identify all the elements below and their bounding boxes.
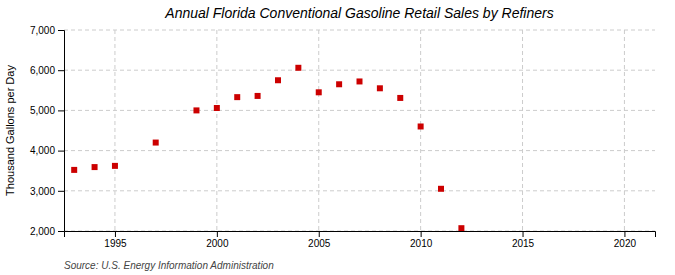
point (295, 65, 301, 71)
y-tick: 2,000 (30, 226, 64, 237)
y-axis-line (58, 31, 65, 232)
point (234, 94, 240, 100)
point (92, 164, 98, 170)
plot: 1995 2000 2005 2010 2015 2020 2,000 3,000 4,000 5… (30, 25, 656, 249)
point (336, 81, 342, 87)
x-tick-label: 2020 (614, 238, 637, 249)
y-tick-label: 3,000 (30, 186, 55, 197)
point (275, 77, 281, 83)
title: Annual Florida Conventional Gasoline Ret… (164, 5, 553, 21)
x-grid-line (216, 30, 217, 231)
y-tick-label: 5,000 (30, 105, 55, 116)
x-tick: 2005 (308, 231, 331, 249)
x-tick-label: 1995 (104, 238, 127, 249)
x-tick-mark (319, 231, 320, 237)
x-tick-mark (421, 231, 422, 237)
point (214, 105, 220, 111)
x-grid-line (624, 30, 625, 231)
x-tick-label: 2005 (308, 238, 331, 249)
x-axis: 1995 2000 2005 2010 2015 2020 (65, 231, 656, 249)
point (316, 89, 322, 95)
y-tick: 3,000 (30, 186, 64, 197)
x-tick-mark (217, 231, 218, 237)
x-tick: 2010 (410, 231, 433, 249)
point (377, 85, 383, 91)
point (255, 93, 261, 99)
y-tick-mark (58, 110, 64, 111)
y-grid-line (64, 150, 655, 151)
y-grid-line (64, 110, 655, 111)
x-grid-line (522, 30, 523, 231)
x-grid-line (114, 30, 115, 231)
chart: 1995 2000 2005 2010 2015 2020 2,000 3,000 4,000 5… (0, 0, 675, 275)
point (438, 186, 444, 192)
y-tick-label: 7,000 (30, 25, 55, 36)
y-tick: 4,000 (30, 145, 64, 156)
y-tick: 6,000 (30, 65, 64, 76)
x-grid-line (420, 30, 421, 231)
point (71, 167, 77, 173)
y-grid-line (64, 70, 655, 71)
point (397, 95, 403, 101)
y-tick: 7,000 (30, 25, 64, 36)
x-tick-label: 2015 (512, 238, 535, 249)
point (153, 140, 159, 146)
y-tick-mark (58, 191, 64, 192)
x-axis-line (65, 232, 656, 238)
points (71, 65, 464, 231)
y-grid-line (64, 190, 655, 191)
y-tick: 5,000 (30, 105, 64, 116)
point (458, 225, 464, 231)
y-tick-mark (58, 231, 64, 232)
y-grid-line (64, 30, 655, 31)
x-tick-mark (115, 231, 116, 237)
grid (64, 30, 655, 231)
x-tick-label: 2010 (410, 238, 433, 249)
x-tick: 2000 (206, 231, 229, 249)
x-tick: 2015 (512, 231, 535, 249)
y-tick-mark (58, 30, 64, 31)
x-tick: 2020 (614, 231, 637, 249)
y-tick-label: 2,000 (30, 226, 55, 237)
point (193, 107, 199, 113)
point (418, 123, 424, 129)
point (357, 78, 363, 84)
x-tick: 1995 (104, 231, 127, 249)
y-tick-mark (58, 70, 64, 71)
x-tick-label: 2000 (206, 238, 229, 249)
annotation: Source: U.S. Energy Information Administ… (64, 260, 274, 271)
y-tick-label: 6,000 (30, 65, 55, 76)
point (112, 163, 118, 169)
x-grid-line (318, 30, 319, 231)
y-tick-mark (58, 151, 64, 152)
y-axis-title: Thousand Gallons per Day (4, 65, 16, 196)
y-tick-label: 4,000 (30, 145, 55, 156)
x-tick-mark (624, 231, 625, 237)
y-axis: 2,000 3,000 4,000 5,000 6,000 7,000 (30, 25, 65, 237)
x-tick-mark (523, 231, 524, 237)
